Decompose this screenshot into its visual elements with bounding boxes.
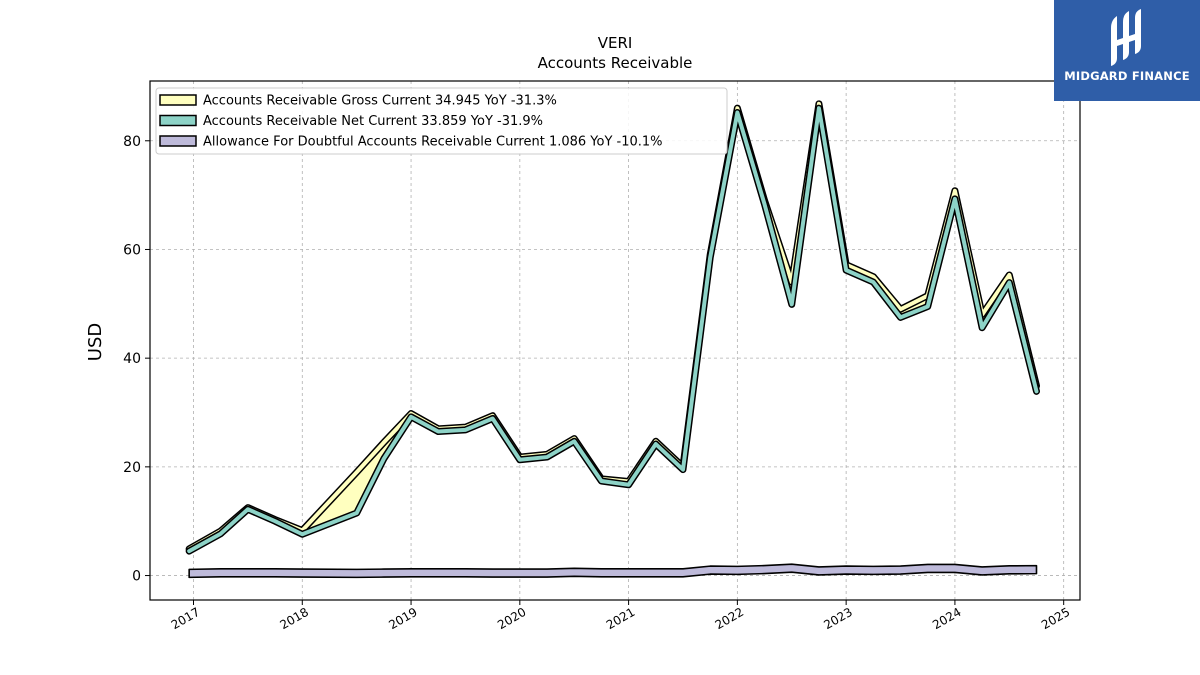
legend-swatch [159, 135, 197, 147]
series-line-net [187, 106, 1039, 554]
legend: Accounts Receivable Gross Current 34.945… [155, 87, 728, 155]
midgard-finance-logo: MIDGARD FINANCE [1054, 0, 1200, 101]
legend-swatch [159, 94, 197, 106]
y-tick-label: 0 [132, 569, 141, 585]
series-line-allowance [188, 563, 1038, 579]
y-tick-label: 80 [123, 134, 141, 150]
y-tick-label: 40 [123, 351, 141, 367]
plot-area [185, 100, 1040, 579]
x-tick-label: 2019 [386, 605, 419, 632]
y-tick-label: 20 [123, 460, 141, 476]
x-tick-label: 2024 [930, 605, 963, 632]
legend-label: Allowance For Doubtful Accounts Receivab… [203, 135, 663, 150]
plot-frame [149, 80, 1081, 601]
x-tick-label: 2022 [713, 605, 746, 632]
x-tick-label: 2018 [278, 605, 311, 632]
x-tick-label: 2021 [604, 605, 637, 632]
logo-text: MIDGARD FINANCE [1064, 69, 1190, 83]
legend-box [155, 87, 728, 155]
midgard-logo-mark-icon [1111, 9, 1141, 66]
axes: 0 20 40 60 80 2017 2018 2019 2020 2021 2022 2023 202… [123, 134, 1072, 632]
x-tick-label: 2017 [169, 605, 202, 632]
x-tick-label: 2023 [821, 605, 854, 632]
x-tick-label: 2020 [495, 605, 528, 632]
series-line-net-outline [185, 104, 1040, 555]
legend-label: Accounts Receivable Net Current 33.859 Y… [203, 114, 543, 129]
legend-swatch [159, 114, 197, 127]
y-tick-label: 60 [123, 242, 141, 258]
grid [150, 81, 1080, 600]
chart-title: VERI [598, 34, 633, 52]
x-tick-label: 2025 [1039, 605, 1072, 632]
legend-label: Accounts Receivable Gross Current 34.945… [203, 94, 557, 109]
chart-subtitle: Accounts Receivable [538, 54, 693, 72]
y-axis-label: USD [85, 323, 106, 361]
